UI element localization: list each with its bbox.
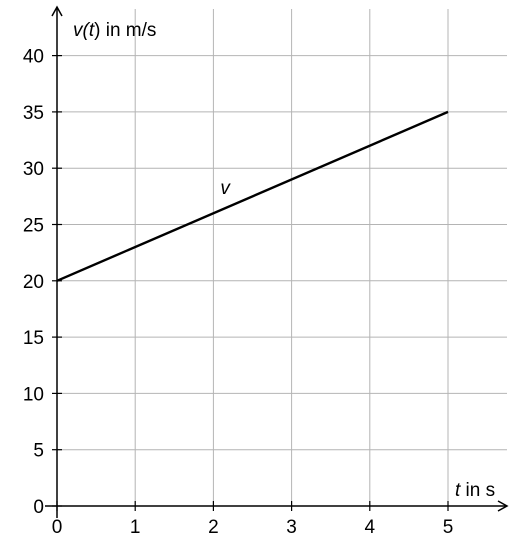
ticks bbox=[52, 54, 449, 511]
x-axis-title-unit: in s bbox=[460, 480, 495, 501]
y-axis-title: v(t) in m/s bbox=[73, 20, 156, 41]
y-tick-label: 0 bbox=[33, 497, 44, 518]
x-axis-title: t in s bbox=[455, 480, 495, 501]
x-tick-label: 1 bbox=[130, 517, 141, 538]
y-axis-title-prefix: v( bbox=[73, 20, 91, 41]
y-axis-arrow bbox=[51, 5, 63, 17]
x-tick-label: 0 bbox=[52, 517, 63, 538]
grid bbox=[57, 9, 507, 506]
series-group: v bbox=[56, 110, 449, 282]
x-axis-title-var: t bbox=[455, 480, 461, 501]
y-tick-label: 15 bbox=[23, 328, 44, 349]
y-tick-label: 40 bbox=[23, 47, 44, 68]
y-tick-label: 25 bbox=[23, 216, 44, 237]
y-tick-label: 35 bbox=[23, 103, 44, 124]
series-label: v bbox=[220, 178, 231, 199]
series-line-v bbox=[56, 110, 449, 282]
y-axis-title-suffix: ) bbox=[94, 20, 100, 41]
y-tick-label: 20 bbox=[23, 272, 44, 293]
tick-labels: 0 1 2 3 4 5 0 5 10 15 20 25 30 35 40 bbox=[23, 47, 453, 538]
y-tick-label: 30 bbox=[23, 159, 44, 180]
x-tick-label: 2 bbox=[208, 517, 219, 538]
x-tick-label: 5 bbox=[443, 517, 454, 538]
x-tick-label: 3 bbox=[286, 517, 297, 538]
y-tick-label: 5 bbox=[33, 441, 44, 462]
y-tick-label: 10 bbox=[23, 384, 44, 405]
y-axis-title-unit: in m/s bbox=[100, 20, 156, 41]
x-axis-arrow bbox=[497, 500, 509, 512]
y-axis-title-var: t bbox=[89, 20, 95, 41]
x-tick-label: 4 bbox=[365, 517, 376, 538]
axes bbox=[45, 5, 509, 518]
